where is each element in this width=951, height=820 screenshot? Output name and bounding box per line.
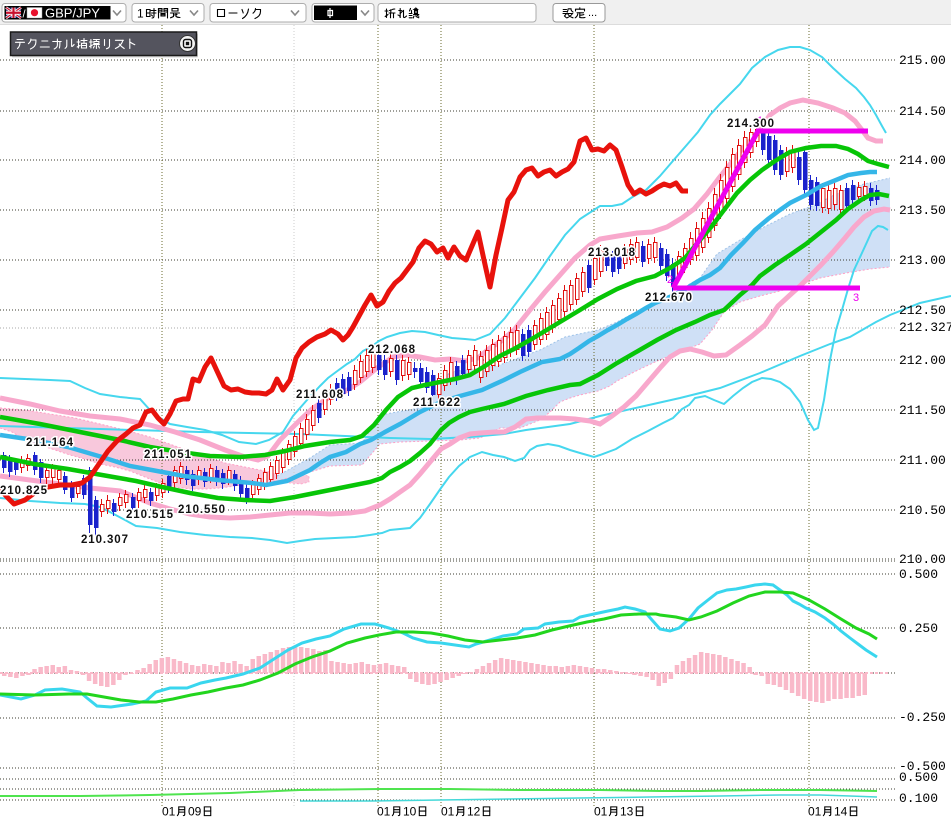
svg-text:/: / bbox=[23, 9, 27, 21]
svg-text:212.00: 212.00 bbox=[899, 353, 946, 368]
svg-text:01: 01 bbox=[162, 805, 176, 819]
svg-text:3: 3 bbox=[853, 292, 859, 304]
svg-text:13: 13 bbox=[620, 805, 634, 819]
svg-text:14: 14 bbox=[834, 805, 848, 819]
svg-text:211.50: 211.50 bbox=[899, 403, 946, 418]
svg-text:210.50: 210.50 bbox=[899, 503, 946, 518]
svg-text:212.068: 212.068 bbox=[368, 344, 416, 356]
svg-text:214.300: 214.300 bbox=[727, 118, 774, 130]
svg-text:2: 2 bbox=[667, 274, 673, 286]
svg-text:0.100: 0.100 bbox=[899, 791, 938, 806]
svg-text:211.622: 211.622 bbox=[413, 397, 460, 409]
svg-text:1: 1 bbox=[137, 7, 144, 21]
svg-text:212.327: 212.327 bbox=[899, 320, 951, 335]
svg-text:213.50: 213.50 bbox=[899, 203, 946, 218]
svg-text:210.307: 210.307 bbox=[81, 534, 128, 546]
svg-text:0.500: 0.500 bbox=[899, 567, 938, 582]
svg-text:210.825: 210.825 bbox=[0, 485, 48, 497]
svg-text:212.670: 212.670 bbox=[645, 292, 692, 304]
svg-text:01: 01 bbox=[808, 805, 822, 819]
svg-text:211.608: 211.608 bbox=[296, 389, 344, 401]
svg-text:1: 1 bbox=[757, 115, 763, 127]
svg-text:01: 01 bbox=[594, 805, 608, 819]
svg-text:214.50: 214.50 bbox=[899, 104, 946, 119]
svg-text:212.50: 212.50 bbox=[899, 303, 946, 318]
svg-text:211.051: 211.051 bbox=[144, 449, 192, 461]
svg-text:214.00: 214.00 bbox=[899, 153, 946, 168]
svg-text:-0.500: -0.500 bbox=[899, 759, 946, 774]
svg-text:0.250: 0.250 bbox=[899, 621, 938, 636]
svg-text:01: 01 bbox=[441, 805, 455, 819]
svg-text:12: 12 bbox=[467, 805, 481, 819]
svg-text:01: 01 bbox=[377, 805, 391, 819]
svg-text:210.515: 210.515 bbox=[126, 509, 174, 521]
svg-text:213.00: 213.00 bbox=[899, 253, 946, 268]
svg-text:215.00: 215.00 bbox=[899, 53, 946, 68]
svg-text:211.00: 211.00 bbox=[899, 453, 946, 468]
svg-text:10: 10 bbox=[403, 805, 417, 819]
svg-text:211.164: 211.164 bbox=[26, 437, 74, 449]
svg-text:09: 09 bbox=[188, 805, 202, 819]
svg-text:0.500: 0.500 bbox=[899, 770, 938, 785]
svg-text:210.550: 210.550 bbox=[178, 504, 225, 516]
svg-text:...: ... bbox=[588, 7, 597, 19]
svg-text:213.018: 213.018 bbox=[588, 247, 636, 259]
svg-text:-0.250: -0.250 bbox=[899, 710, 946, 725]
svg-text:210.00: 210.00 bbox=[899, 552, 946, 567]
svg-text:GBP/JPY: GBP/JPY bbox=[45, 6, 100, 21]
